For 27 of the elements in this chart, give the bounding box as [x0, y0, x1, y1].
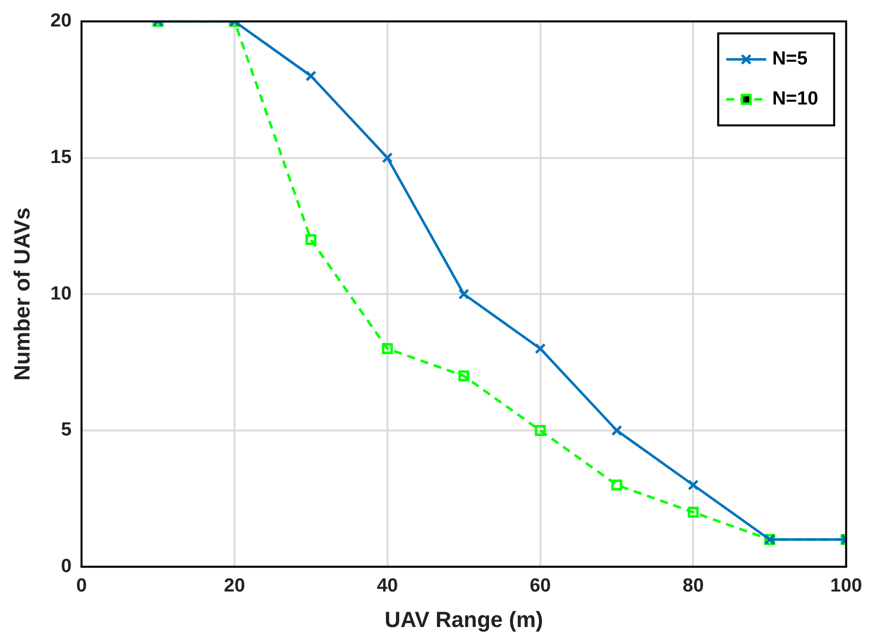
point — [688, 506, 699, 518]
y-tick-label: 20 — [50, 10, 72, 32]
x-tick-label: 20 — [224, 575, 246, 596]
legend-label: N=10 — [772, 88, 818, 110]
x-tick-label: 80 — [682, 575, 704, 596]
point — [382, 343, 393, 354]
point — [688, 480, 699, 490]
point — [305, 234, 316, 246]
point — [382, 152, 393, 164]
x-tick-label: 60 — [530, 575, 551, 596]
point — [611, 424, 622, 436]
x-tick-label: 40 — [376, 575, 398, 596]
x-axis-title: UAV Range (m) — [384, 606, 544, 632]
y-tick-label: 15 — [50, 146, 72, 168]
point — [534, 343, 546, 354]
y-tick-label: 0 — [60, 556, 72, 578]
point — [458, 370, 470, 382]
point — [458, 288, 470, 300]
point — [611, 480, 622, 490]
y-tick-label: 5 — [60, 420, 72, 441]
point — [305, 70, 316, 82]
x-tick-label: 0 — [76, 575, 87, 596]
y-axis-title: Number of UAVs — [9, 208, 34, 381]
legend-label: N=5 — [772, 48, 808, 70]
point — [534, 424, 546, 436]
x-tick-label: 100 — [830, 575, 862, 596]
y-tick-label: 10 — [50, 283, 72, 304]
